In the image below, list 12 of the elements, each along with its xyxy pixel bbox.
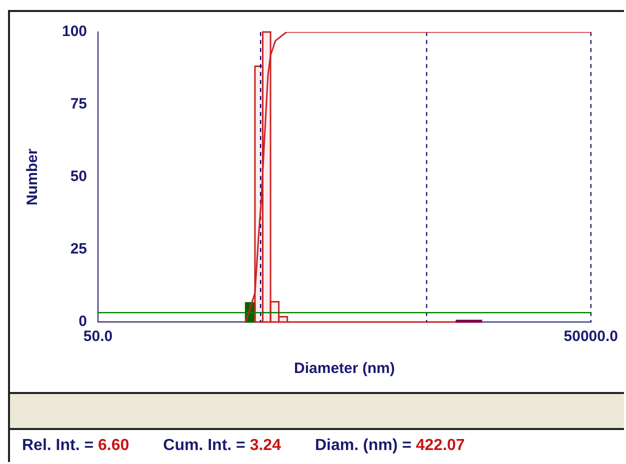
y-axis-title: Number [24,148,42,206]
x-tick-label: 50000.0 [564,328,618,346]
text: Rel. Int. = 6.60 [22,437,130,455]
y-tick-label: 50 [70,168,88,186]
x-tick-label: 50.0 [83,328,113,346]
y-tick-label: 75 [70,96,88,113]
y-tick-label: 25 [70,240,88,258]
y-tick-label: 0 [78,313,88,330]
x-axis-title: Diameter (nm) [294,360,395,378]
text: Diam. (nm) = 422.07 [314,437,465,455]
text: Cum. Int. = 3.24 [163,437,281,455]
y-tick-label: 100 [62,23,88,40]
